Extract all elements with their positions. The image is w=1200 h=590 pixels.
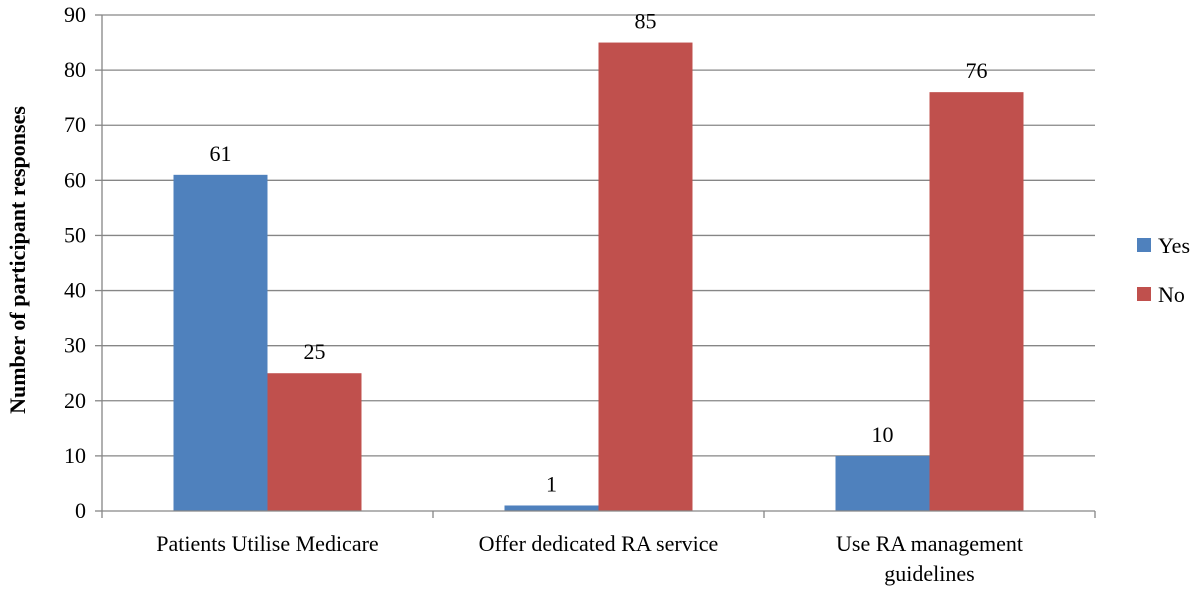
y-tick-label: 30 [64, 333, 86, 358]
legend: Yes No [1137, 233, 1190, 307]
x-category-label: Offer dedicated RA service [479, 531, 719, 556]
y-axis-label: Number of participant responses [5, 106, 30, 414]
legend-swatch-no [1137, 287, 1151, 301]
legend-label-no: No [1158, 282, 1185, 307]
y-tick-label: 10 [64, 443, 86, 468]
x-category-label: Patients Utilise Medicare [156, 531, 378, 556]
x-category-label: guidelines [884, 561, 974, 586]
x-category-label: Use RA management [836, 531, 1023, 556]
y-tick-label: 40 [64, 278, 86, 303]
y-tick-label: 90 [64, 2, 86, 27]
bar-yes-1 [504, 505, 599, 511]
data-labels: 61 25 1 85 10 76 [210, 9, 988, 497]
y-tick-label: 80 [64, 57, 86, 82]
bar-yes-0 [173, 174, 268, 512]
bar-no-1 [598, 42, 693, 512]
y-tick-label: 60 [64, 167, 86, 192]
bar-no-2 [929, 92, 1024, 512]
data-label: 1 [546, 471, 557, 496]
y-tick-label: 50 [64, 222, 86, 247]
data-label: 76 [966, 58, 988, 83]
legend-swatch-yes [1137, 238, 1151, 252]
bar-yes-2 [835, 455, 930, 511]
y-tick-label: 70 [64, 112, 86, 137]
bar-no-0 [267, 373, 362, 511]
data-label: 61 [210, 141, 232, 166]
legend-label-yes: Yes [1158, 233, 1190, 258]
data-label: 10 [872, 422, 894, 447]
bars [173, 42, 1024, 512]
axes [95, 14, 1096, 518]
y-tick-labels: 0 10 20 30 40 50 60 70 80 90 [64, 2, 86, 523]
y-tick-label: 0 [75, 498, 86, 523]
x-category-labels: Patients Utilise Medicare Offer dedicated… [156, 531, 1023, 586]
data-label: 85 [635, 9, 657, 34]
y-tick-label: 20 [64, 388, 86, 413]
data-label: 25 [304, 339, 326, 364]
